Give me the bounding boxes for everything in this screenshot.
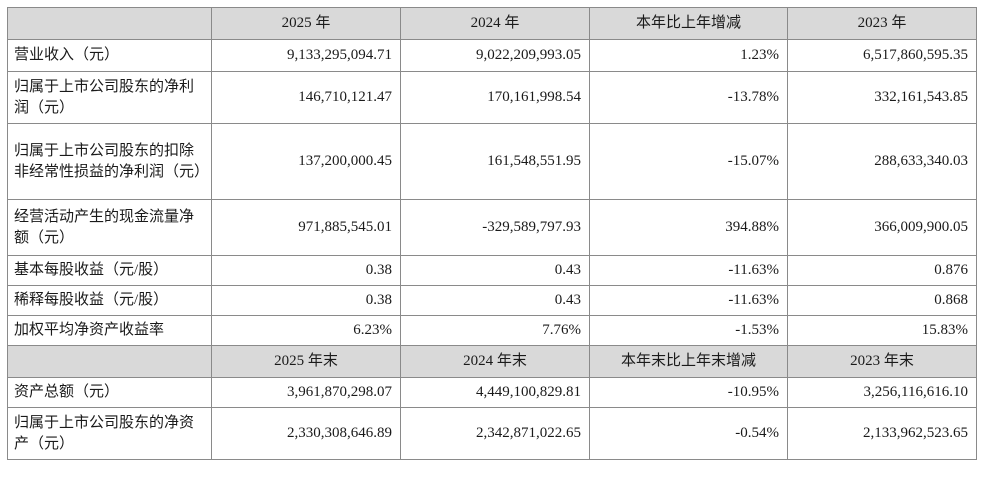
value-cell: 1.23% — [589, 39, 788, 72]
value-cell: 0.43 — [400, 285, 590, 316]
table-row: 加权平均净资产收益率 6.23% 7.76% -1.53% 15.83% — [7, 315, 977, 346]
value-cell: 366,009,900.05 — [787, 199, 977, 256]
table-row: 稀释每股收益（元/股） 0.38 0.43 -11.63% 0.868 — [7, 285, 977, 316]
financial-summary-table: 2025 年 2024 年 本年比上年增减 2023 年 营业收入（元） 9,1… — [7, 7, 977, 460]
header-cell-blank — [7, 345, 212, 378]
header-row-year-end: 2025 年末 2024 年末 本年末比上年末增减 2023 年末 — [7, 345, 977, 378]
value-cell: 6,517,860,595.35 — [787, 39, 977, 72]
value-cell: 15.83% — [787, 315, 977, 346]
header-cell-2025: 2025 年 — [211, 7, 401, 40]
header-cell-change-end: 本年末比上年末增减 — [589, 345, 788, 378]
header-cell-blank — [7, 7, 212, 40]
row-label: 营业收入（元） — [7, 39, 212, 72]
value-cell: 146,710,121.47 — [211, 71, 401, 124]
value-cell: 161,548,551.95 — [400, 123, 590, 200]
value-cell: -0.54% — [589, 407, 788, 460]
value-cell: 3,961,870,298.07 — [211, 377, 401, 408]
row-label: 经营活动产生的现金流量净额（元） — [7, 199, 212, 256]
value-cell: 0.876 — [787, 255, 977, 286]
value-cell: 2,133,962,523.65 — [787, 407, 977, 460]
row-label: 归属于上市公司股东的净资产（元） — [7, 407, 212, 460]
value-cell: 394.88% — [589, 199, 788, 256]
header-cell-2023-end: 2023 年末 — [787, 345, 977, 378]
value-cell: 6.23% — [211, 315, 401, 346]
header-cell-2023: 2023 年 — [787, 7, 977, 40]
value-cell: 0.38 — [211, 255, 401, 286]
value-cell: -13.78% — [589, 71, 788, 124]
value-cell: 2,330,308,646.89 — [211, 407, 401, 460]
value-cell: -10.95% — [589, 377, 788, 408]
header-row-annual: 2025 年 2024 年 本年比上年增减 2023 年 — [7, 7, 977, 40]
value-cell: 288,633,340.03 — [787, 123, 977, 200]
row-label: 基本每股收益（元/股） — [7, 255, 212, 286]
table-row: 营业收入（元） 9,133,295,094.71 9,022,209,993.0… — [7, 39, 977, 72]
table-row: 基本每股收益（元/股） 0.38 0.43 -11.63% 0.876 — [7, 255, 977, 286]
header-cell-change: 本年比上年增减 — [589, 7, 788, 40]
header-cell-2025-end: 2025 年末 — [211, 345, 401, 378]
value-cell: 971,885,545.01 — [211, 199, 401, 256]
value-cell: 2,342,871,022.65 — [400, 407, 590, 460]
value-cell: 9,133,295,094.71 — [211, 39, 401, 72]
row-label: 资产总额（元） — [7, 377, 212, 408]
header-cell-2024: 2024 年 — [400, 7, 590, 40]
table-row: 归属于上市公司股东的净利润（元） 146,710,121.47 170,161,… — [7, 71, 977, 124]
value-cell: 3,256,116,616.10 — [787, 377, 977, 408]
value-cell: 9,022,209,993.05 — [400, 39, 590, 72]
table-row: 归属于上市公司股东的净资产（元） 2,330,308,646.89 2,342,… — [7, 407, 977, 460]
value-cell: -11.63% — [589, 255, 788, 286]
value-cell: 0.38 — [211, 285, 401, 316]
row-label: 归属于上市公司股东的净利润（元） — [7, 71, 212, 124]
value-cell: 332,161,543.85 — [787, 71, 977, 124]
value-cell: 0.868 — [787, 285, 977, 316]
row-label: 稀释每股收益（元/股） — [7, 285, 212, 316]
table-row: 归属于上市公司股东的扣除非经常性损益的净利润（元） 137,200,000.45… — [7, 123, 977, 200]
row-label: 加权平均净资产收益率 — [7, 315, 212, 346]
value-cell: 0.43 — [400, 255, 590, 286]
header-cell-2024-end: 2024 年末 — [400, 345, 590, 378]
value-cell: -329,589,797.93 — [400, 199, 590, 256]
value-cell: -15.07% — [589, 123, 788, 200]
table-row: 经营活动产生的现金流量净额（元） 971,885,545.01 -329,589… — [7, 199, 977, 256]
table-row: 资产总额（元） 3,961,870,298.07 4,449,100,829.8… — [7, 377, 977, 408]
value-cell: 7.76% — [400, 315, 590, 346]
value-cell: -11.63% — [589, 285, 788, 316]
value-cell: 4,449,100,829.81 — [400, 377, 590, 408]
value-cell: 170,161,998.54 — [400, 71, 590, 124]
value-cell: 137,200,000.45 — [211, 123, 401, 200]
row-label: 归属于上市公司股东的扣除非经常性损益的净利润（元） — [7, 123, 212, 200]
value-cell: -1.53% — [589, 315, 788, 346]
